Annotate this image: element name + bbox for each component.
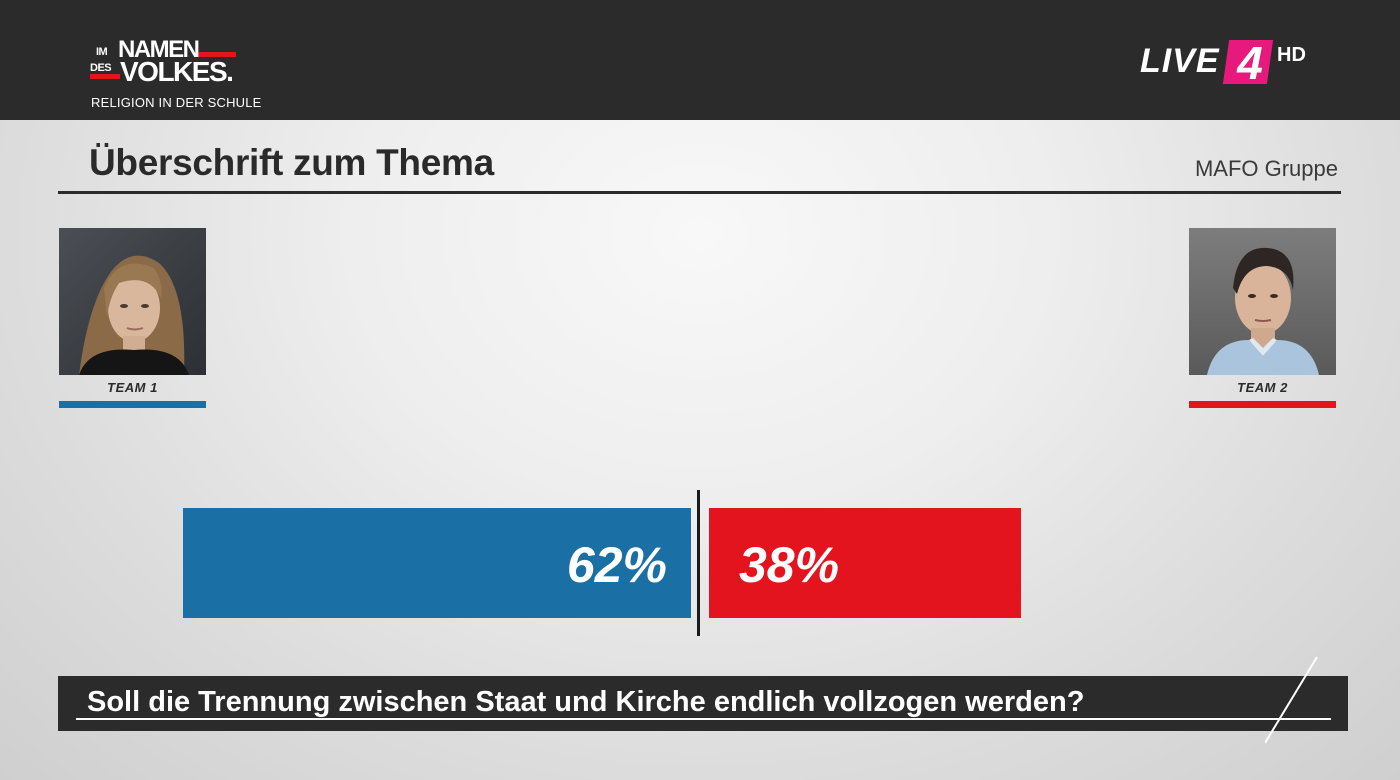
logo-text-volkes: VOLKES. — [120, 56, 234, 87]
top-bar: IM NAMEN DES VOLKES. RELIGION IN DER SCH… — [0, 0, 1400, 120]
logo-text-im: IM — [96, 46, 108, 58]
channel-logo: LIVE 4 HD — [1140, 37, 1315, 89]
episode-topic: RELIGION IN DER SCHULE — [91, 95, 262, 110]
source-label: MAFO Gruppe — [1194, 156, 1338, 181]
team-2-color-bar — [1189, 401, 1336, 408]
team-1-avatar — [59, 228, 206, 375]
team-1-panel: TEAM 1 — [59, 228, 206, 408]
bar-team-2-value: 38% — [739, 537, 840, 593]
logo-accent-stripe — [196, 52, 236, 57]
team-2-avatar — [1189, 228, 1336, 375]
team-1-color-bar — [59, 401, 206, 408]
bar-team-1-value: 62% — [566, 537, 667, 593]
team-1-label: TEAM 1 — [107, 380, 158, 395]
page-title: Überschrift zum Thema — [89, 142, 494, 183]
show-logo: IM NAMEN DES VOLKES. — [88, 36, 258, 90]
banner-cut-decoration — [1265, 656, 1318, 744]
logo-accent-stripe — [90, 74, 120, 79]
team-2-label: TEAM 2 — [1237, 380, 1288, 395]
logo-text-des: DES — [90, 62, 112, 74]
heading-divider — [58, 191, 1341, 194]
channel-logo-live: LIVE — [1140, 42, 1220, 80]
channel-logo-number: 4 — [1237, 37, 1263, 89]
bar-team-2: 38% — [709, 508, 1021, 618]
channel-logo-hd: HD — [1277, 44, 1306, 66]
logo-text-namen: NAMEN — [118, 36, 200, 63]
question-underline — [76, 718, 1331, 720]
team-2-panel: TEAM 2 — [1189, 228, 1336, 408]
question-text: Soll die Trennung zwischen Staat und Kir… — [87, 686, 1085, 718]
question-banner: Soll die Trennung zwischen Staat und Kir… — [58, 676, 1348, 731]
bar-team-1: 62% — [183, 508, 691, 618]
bar-divider — [697, 490, 700, 636]
